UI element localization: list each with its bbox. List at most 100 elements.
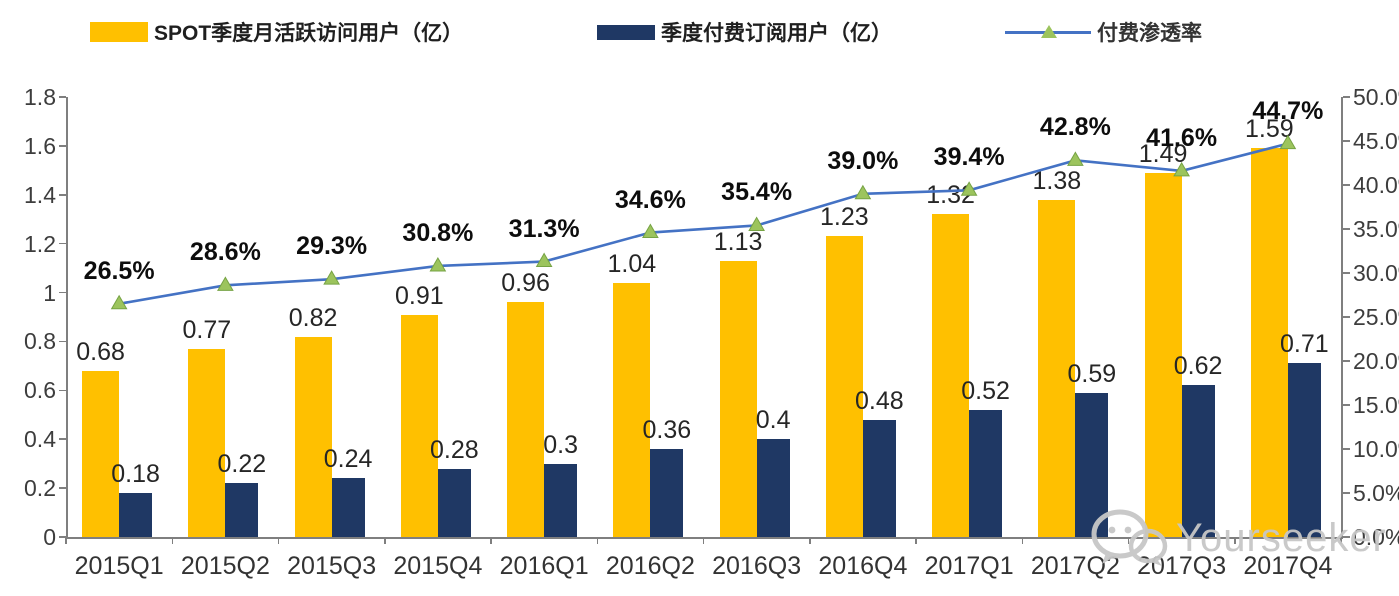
subs-bar — [119, 493, 153, 537]
y-right-tick — [1342, 96, 1350, 98]
penetration-value-label: 34.6% — [614, 185, 686, 214]
penetration-value-label: 41.6% — [1146, 123, 1218, 152]
y-left-tick-label: 0.2 — [24, 475, 56, 502]
x-category-label: 2016Q3 — [712, 552, 802, 580]
subs-value-label: 0.52 — [961, 376, 1010, 405]
watermark: Yourseeker — [1090, 508, 1387, 568]
mau-value-label: 0.77 — [182, 315, 232, 344]
y-right-tick-label: 40.0% — [1353, 172, 1399, 198]
penetration-value-label: 42.8% — [1039, 113, 1111, 142]
y-right-tick-label: 45.0% — [1353, 128, 1399, 154]
mau-value-label: 0.82 — [288, 303, 338, 332]
x-tick — [384, 537, 386, 544]
triangle-marker-icon — [535, 252, 553, 268]
x-category-label: 2016Q1 — [499, 552, 589, 580]
legend-item-subs: 季度付费订阅用户（亿） — [597, 18, 892, 46]
penetration-value-label: 35.4% — [721, 178, 793, 207]
y-left-tick — [59, 96, 66, 98]
x-category-label: 2015Q3 — [287, 552, 377, 580]
triangle-marker-icon — [323, 270, 340, 285]
y-right-tick — [1342, 140, 1350, 142]
y-right-tick — [1342, 404, 1350, 406]
triangle-marker-icon — [1279, 134, 1297, 150]
mau-bar — [507, 302, 545, 537]
subs-value-label: 0.4 — [755, 406, 791, 435]
y-right-tick-label: 15.0% — [1353, 392, 1399, 418]
line-marker-icon — [1005, 24, 1091, 40]
subs-value-label: 0.48 — [855, 386, 904, 415]
penetration-value-label: 28.6% — [189, 238, 261, 267]
x-tick — [490, 537, 492, 544]
mau-value-label: 1.23 — [820, 203, 869, 232]
y-left-tick-label: 1.8 — [24, 84, 56, 110]
y-left-tick — [59, 194, 66, 196]
mau-bar — [1038, 199, 1076, 537]
mau-bar — [1144, 172, 1182, 537]
y-left-tick — [59, 536, 66, 538]
x-tick — [1127, 537, 1130, 544]
mau-value-label: 0.96 — [501, 269, 550, 298]
y-right-tick — [1342, 536, 1350, 538]
subs-bar — [1181, 385, 1215, 537]
penetration-value-label: 29.3% — [296, 232, 368, 261]
x-category-label: 2017Q1 — [924, 552, 1014, 580]
subs-value-label: 0.36 — [642, 416, 692, 444]
y-right-tick — [1342, 360, 1350, 362]
y-left-tick — [59, 389, 66, 392]
legend-label-subs: 季度付费订阅用户（亿） — [661, 22, 892, 45]
mau-value-label: 1.04 — [607, 249, 657, 278]
y-left-tick — [59, 438, 66, 440]
y-right-tick-label: 25.0% — [1353, 304, 1399, 330]
mau-value-label: 1.49 — [1138, 139, 1188, 168]
penetration-value-label: 39.4% — [933, 143, 1005, 172]
x-category-label: 2015Q4 — [393, 552, 483, 580]
mau-bar — [188, 348, 226, 537]
penetration-value-label: 26.5% — [83, 256, 155, 285]
y-right-tick — [1342, 184, 1350, 186]
mau-bar — [613, 282, 651, 537]
wechat-icon — [1091, 509, 1168, 566]
legend-item-penetration: 付费渗透率 — [1005, 18, 1202, 46]
mau-value-label: 0.68 — [76, 337, 125, 366]
legend-item-mau: SPOT季度月活跃访问用户（亿） — [90, 18, 463, 46]
x-category-label: 2015Q2 — [180, 552, 270, 580]
subs-value-label: 0.28 — [430, 435, 479, 464]
subs-value-label: 0.59 — [1067, 359, 1117, 388]
x-tick — [1234, 537, 1236, 544]
subs-value-label: 0.62 — [1173, 352, 1223, 381]
x-category-label: 2017Q3 — [1137, 552, 1227, 580]
subs-bar — [225, 483, 259, 537]
y-right-tick-label: 35.0% — [1353, 216, 1399, 242]
triangle-marker-icon — [1173, 161, 1190, 177]
mau-bar — [719, 260, 757, 537]
subs-bar — [1287, 363, 1321, 537]
y-right-tick — [1342, 228, 1350, 230]
mau-swatch-icon — [90, 22, 148, 42]
y-left-tick — [59, 340, 66, 343]
x-tick — [596, 537, 598, 544]
x-tick — [915, 537, 917, 544]
y-right-tick-label: 5.0% — [1353, 480, 1399, 506]
triangle-marker-icon — [960, 181, 978, 196]
y-left-tick-label: 1 — [43, 279, 56, 306]
x-tick — [702, 537, 705, 544]
y-left-tick — [59, 242, 66, 245]
penetration-value-label: 39.0% — [827, 146, 899, 175]
mau-bar — [400, 314, 438, 537]
x-tick — [809, 537, 811, 544]
y-left-tick-label: 1.2 — [24, 230, 56, 257]
y-right-tick-label: 10.0% — [1353, 436, 1399, 462]
triangle-marker-icon — [748, 216, 765, 231]
y-left-tick — [59, 291, 66, 294]
subs-bar — [862, 419, 896, 537]
x-tick — [277, 537, 280, 544]
subs-swatch-icon — [597, 24, 655, 40]
x-tick — [65, 537, 67, 544]
y-left-tick-label: 0.8 — [24, 328, 56, 355]
y-left-tick-label: 0.4 — [24, 426, 56, 453]
subs-bar — [650, 449, 684, 537]
subs-bar — [969, 409, 1003, 537]
mau-bar — [932, 214, 970, 537]
